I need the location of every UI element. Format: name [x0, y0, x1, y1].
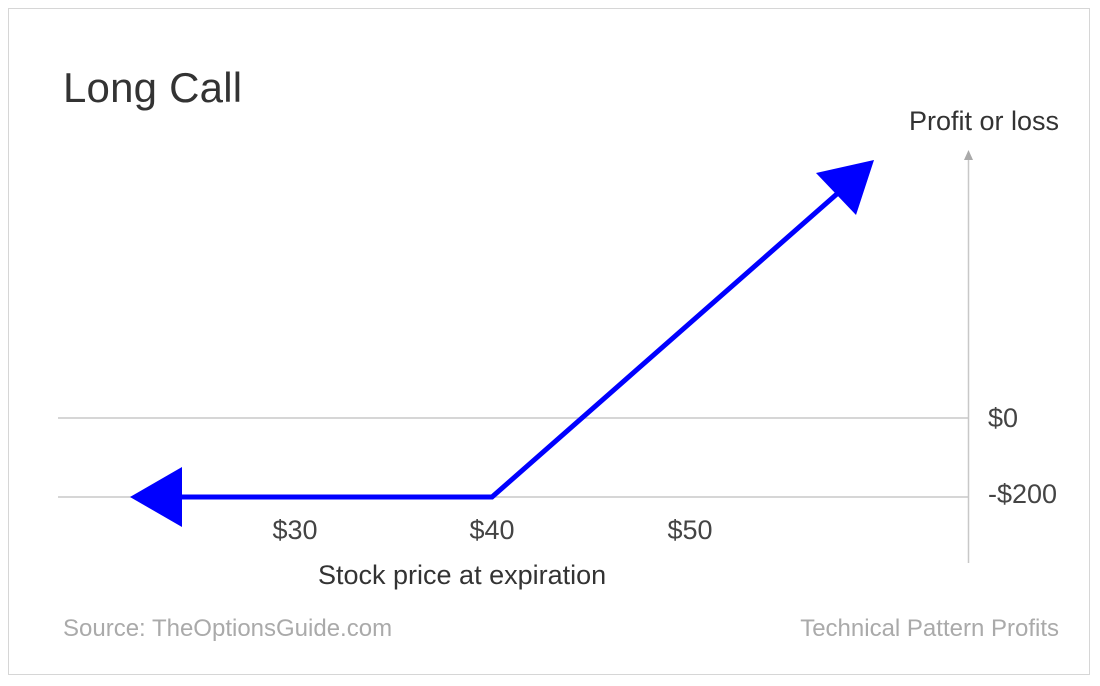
source-credit: Source: TheOptionsGuide.com: [63, 615, 393, 642]
x-tick-30: $30: [272, 515, 318, 545]
left-arrow-icon: [130, 467, 182, 527]
right-arrow-icon: [816, 160, 874, 215]
y-axis-label: Profit or loss: [908, 106, 1059, 136]
x-tick-40: $40: [469, 515, 515, 545]
x-axis-label: Stock price at expiration: [318, 560, 607, 590]
brand-credit: Technical Pattern Profits: [800, 615, 1059, 642]
y-axis-arrow-icon: [964, 150, 973, 160]
payoff-line: [180, 191, 840, 500]
y-tick-0: $0: [988, 403, 1019, 433]
chart-title: Long Call: [63, 64, 243, 111]
chart-frame: [8, 8, 1090, 675]
x-tick-50: $50: [667, 515, 713, 545]
y-tick-neg200: -$200: [988, 479, 1058, 509]
